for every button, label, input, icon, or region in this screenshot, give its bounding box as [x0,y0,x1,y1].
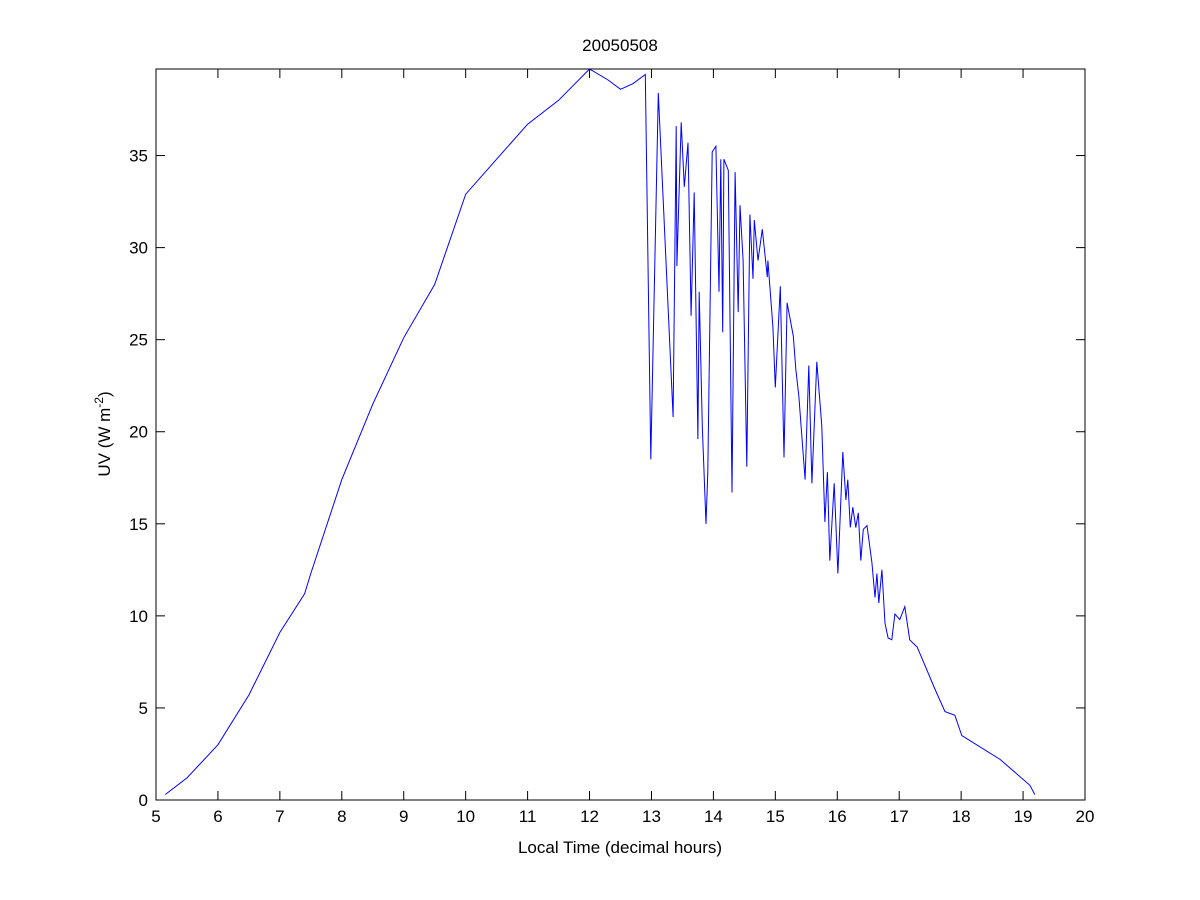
x-tick-label: 7 [275,807,284,826]
y-tick-label: 25 [129,331,148,350]
y-tick-label: 5 [139,699,148,718]
x-tick-label: 6 [213,807,222,826]
x-tick-label: 19 [1014,807,1033,826]
x-tick-label: 11 [519,807,537,826]
x-tick-label: 10 [456,807,475,826]
y-axis-label-close: ) [95,391,114,397]
x-tick-label: 14 [704,807,723,826]
y-axis-label-superscript: -2 [92,397,106,408]
x-axis-label: Local Time (decimal hours) [518,838,722,857]
x-tick-label: 12 [580,807,599,826]
x-tick-label: 18 [952,807,971,826]
x-tick-label: 8 [337,807,346,826]
y-axis-label-main: UV (W m [95,408,114,477]
x-tick-label: 15 [766,807,785,826]
axes-box [155,68,1086,801]
x-tick-label: 20 [1076,807,1095,826]
x-tick-label: 5 [151,807,160,826]
y-tick-label: 0 [139,791,148,810]
y-tick-label: 35 [129,147,148,166]
y-tick-label: 15 [129,515,148,534]
y-tick-label: 30 [129,239,148,258]
plot-area [156,69,1085,800]
x-tick-label: 16 [828,807,847,826]
x-tick-label: 17 [890,807,909,826]
uv-series-line [164,68,1036,795]
x-tick-label: 13 [642,807,661,826]
chart-title: 20050508 [582,36,658,55]
y-tick-label: 10 [129,607,148,626]
axis-ticks: 5 6 7 8 9 10 11 12 13 14 15 16 17 18 19 200510152025303… [129,69,1094,826]
x-tick-label: 9 [399,807,408,826]
y-tick-label: 20 [129,423,148,442]
y-axis-label: UV (W m-2) [92,391,114,476]
